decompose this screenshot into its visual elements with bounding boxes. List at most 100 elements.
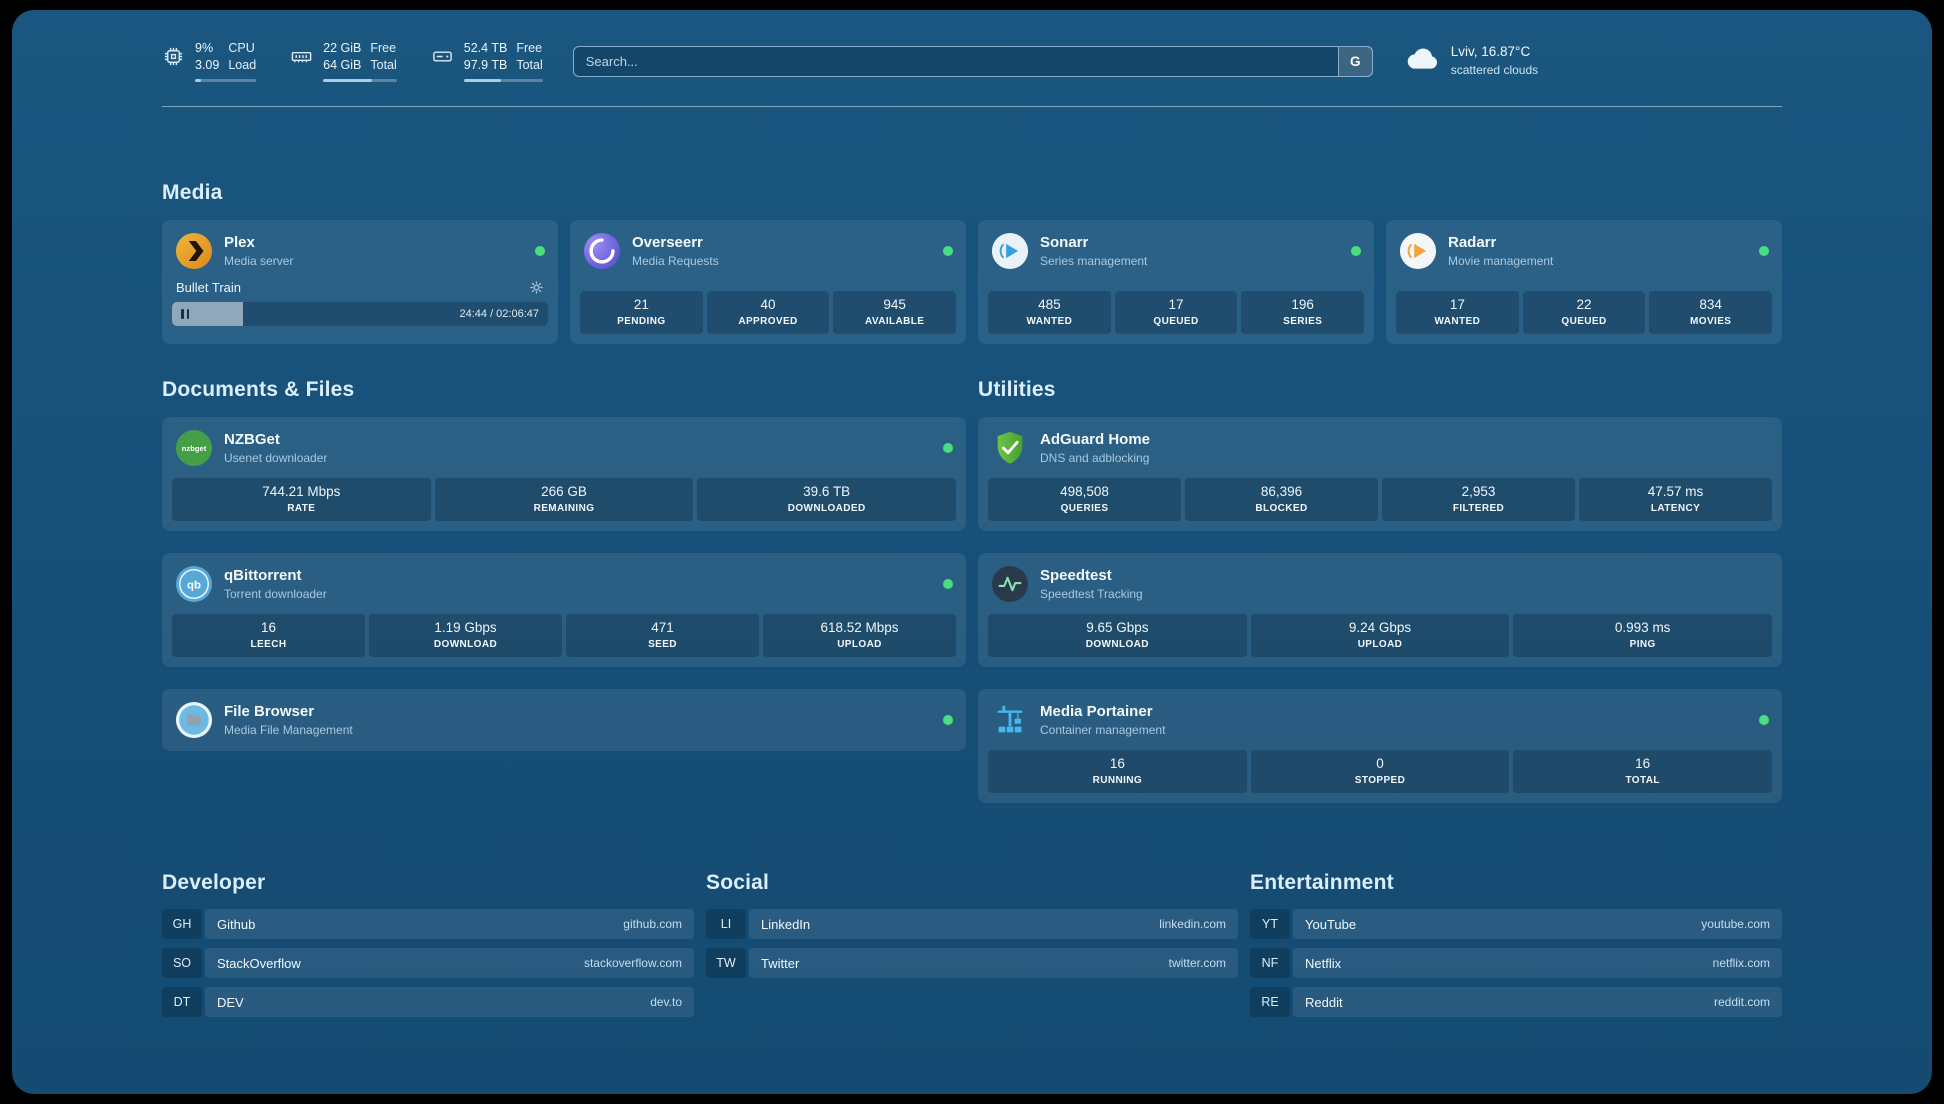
svg-text:qb: qb xyxy=(187,579,201,591)
app-plex[interactable]: Plex Media server xyxy=(172,230,548,272)
weather-condition: scattered clouds xyxy=(1450,63,1539,78)
app-subtitle: Container management xyxy=(1040,723,1166,738)
card-portainer: Media Portainer Container management 16 … xyxy=(978,689,1782,803)
app-portainer[interactable]: Media Portainer Container management xyxy=(988,699,1772,741)
pause-icon[interactable] xyxy=(181,309,189,319)
card-overseerr: Overseerr Media Requests 21 PENDING 40 A… xyxy=(570,220,966,344)
memory-label-2: Total xyxy=(370,57,397,72)
nzbget-icon: nzbget xyxy=(175,429,213,467)
app-name: File Browser xyxy=(224,702,315,720)
bookmark-group-title: Entertainment xyxy=(1250,871,1394,894)
app-nzbget[interactable]: nzbget NZBGet Usenet downloader xyxy=(172,427,956,469)
bookmark-url: linkedin.com xyxy=(1159,917,1226,931)
search-provider-button[interactable]: G xyxy=(1337,45,1373,77)
app-subtitle: Torrent downloader xyxy=(224,587,327,602)
section-title-documents: Documents & Files xyxy=(162,378,355,401)
filebrowser-icon xyxy=(175,701,213,739)
playback-progress-bar[interactable]: 24:44 / 02:06:47 xyxy=(172,302,548,326)
bookmark-url: dev.to xyxy=(650,995,682,1009)
topbar: 9% 3.09 CPU Load xyxy=(162,38,1782,84)
overseerr-icon xyxy=(583,232,621,270)
status-dot xyxy=(943,443,953,453)
app-subtitle: Usenet downloader xyxy=(224,451,328,466)
app-name: NZBGet xyxy=(224,430,280,448)
disk-label-2: Total xyxy=(516,57,543,72)
status-dot xyxy=(943,579,953,589)
adguard-shield-icon xyxy=(991,429,1029,467)
search: G xyxy=(572,45,1373,77)
cpu-usage-bar xyxy=(195,79,257,83)
app-subtitle: Media server xyxy=(224,254,294,269)
cpu-widget: 9% 3.09 CPU Load xyxy=(162,40,257,83)
bookmark-twitter[interactable]: TW Twitter twitter.com xyxy=(706,948,1238,978)
bookmark-dev[interactable]: DT DEV dev.to xyxy=(162,987,694,1017)
stat-wanted: 17 WANTED xyxy=(1396,291,1519,334)
disk-usage-bar xyxy=(463,79,543,83)
bookmark-abbr: YT xyxy=(1250,909,1290,939)
bookmark-abbr: TW xyxy=(706,948,746,978)
progress-fill xyxy=(172,302,244,326)
app-radarr[interactable]: Radarr Movie management xyxy=(1396,230,1772,272)
app-name: Sonarr xyxy=(1040,233,1089,251)
stat-series: 196 SERIES xyxy=(1241,291,1365,334)
stats-row: 16 LEECH 1.19 Gbps DOWNLOAD 471 SEED 6 xyxy=(172,614,956,657)
app-filebrowser[interactable]: File Browser Media File Management xyxy=(172,699,956,741)
memory-widget: 22 GiB 64 GiB Free Total xyxy=(290,40,397,83)
disk-free: 52.4 TB xyxy=(463,40,508,55)
status-dot xyxy=(943,715,953,725)
memory-labels: Free Total xyxy=(370,40,396,74)
app-subtitle: DNS and adblocking xyxy=(1040,451,1150,466)
bookmark-youtube[interactable]: YT YouTube youtube.com xyxy=(1250,909,1782,939)
cpu-label-2: Load xyxy=(228,57,257,72)
bookmark-stackoverflow[interactable]: SO StackOverflow stackoverflow.com xyxy=(162,948,694,978)
app-speedtest[interactable]: Speedtest Speedtest Tracking xyxy=(988,563,1772,605)
bookmark-linkedin[interactable]: LI LinkedIn linkedin.com xyxy=(706,909,1238,939)
app-adguard[interactable]: AdGuard Home DNS and adblocking xyxy=(988,427,1772,469)
status-dot xyxy=(943,246,953,256)
app-qbittorrent[interactable]: qb qBittorrent Torrent downloader xyxy=(172,563,956,605)
card-sonarr: Sonarr Series management 485 WANTED 17 Q… xyxy=(978,220,1374,344)
stat-downloaded: 39.6 TB DOWNLOADED xyxy=(697,478,957,521)
app-sonarr[interactable]: Sonarr Series management xyxy=(988,230,1364,272)
bookmark-name: LinkedIn xyxy=(761,916,811,932)
resource-widgets: 9% 3.09 CPU Load xyxy=(162,40,543,83)
stat-remaining: 266 GB REMAINING xyxy=(434,478,694,521)
disk-values: 52.4 TB 97.9 TB xyxy=(464,40,508,74)
bookmark-name: Reddit xyxy=(1305,994,1343,1010)
card-radarr: Radarr Movie management 17 WANTED 22 QUE… xyxy=(1386,220,1782,344)
bookmark-netflix[interactable]: NF Netflix netflix.com xyxy=(1250,948,1782,978)
speedtest-icon xyxy=(991,565,1029,603)
disk-icon xyxy=(431,45,455,68)
bookmark-name: DEV xyxy=(217,994,244,1010)
bookmark-name: Netflix xyxy=(1305,955,1342,971)
stats-row: 9.65 Gbps DOWNLOAD 9.24 Gbps UPLOAD 0.99… xyxy=(988,614,1773,657)
section-title-media: Media xyxy=(162,181,223,204)
app-name: Speedtest xyxy=(1040,566,1112,584)
status-dot xyxy=(535,246,545,256)
dashboard: 9% 3.09 CPU Load xyxy=(12,10,1932,1094)
bookmark-url: reddit.com xyxy=(1713,995,1770,1009)
svg-text:nzbget: nzbget xyxy=(182,444,207,453)
status-dot xyxy=(1759,715,1769,725)
app-subtitle: Series management xyxy=(1040,254,1148,269)
app-overseerr[interactable]: Overseerr Media Requests xyxy=(580,230,956,272)
cpu-loadavg: 3.09 xyxy=(195,57,220,72)
bookmark-abbr: GH xyxy=(162,909,202,939)
cpu-chip-icon xyxy=(162,45,186,68)
bookmark-github[interactable]: GH Github github.com xyxy=(162,909,694,939)
stat-leech: 16 LEECH xyxy=(172,614,365,657)
cpu-label-1: CPU xyxy=(228,40,255,55)
stat-download: 9.65 Gbps DOWNLOAD xyxy=(988,614,1247,657)
bookmark-reddit[interactable]: RE Reddit reddit.com xyxy=(1250,987,1782,1017)
card-adguard: AdGuard Home DNS and adblocking 498,508 … xyxy=(978,417,1782,531)
now-playing-row: Bullet Train xyxy=(176,280,544,295)
stat-total: 16 TOTAL xyxy=(1513,750,1773,793)
stats-row: 21 PENDING 40 APPROVED 945 AVAILABLE xyxy=(580,291,957,334)
bookmark-name: Twitter xyxy=(761,955,800,971)
bookmark-url: netflix.com xyxy=(1712,956,1770,970)
search-input[interactable] xyxy=(572,45,1373,77)
card-filebrowser: File Browser Media File Management xyxy=(162,689,966,751)
bookmark-url: stackoverflow.com xyxy=(583,956,682,970)
gear-icon[interactable] xyxy=(529,280,544,295)
